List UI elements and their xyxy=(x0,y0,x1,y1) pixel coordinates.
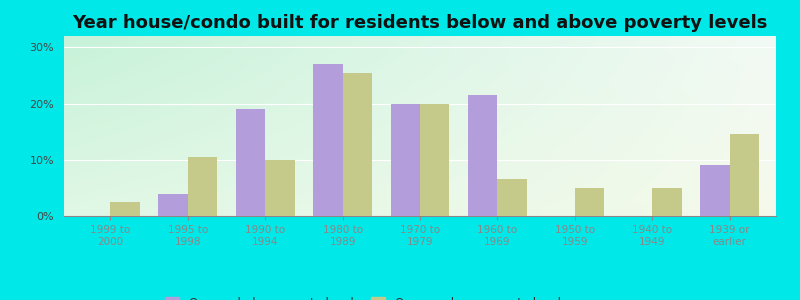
Bar xyxy=(468,95,498,216)
Bar xyxy=(390,103,420,216)
Bar xyxy=(266,160,294,216)
Bar xyxy=(498,179,527,216)
Bar xyxy=(730,134,759,216)
Bar xyxy=(236,109,266,216)
Bar xyxy=(158,194,188,216)
Bar xyxy=(342,73,372,216)
Bar xyxy=(420,103,450,216)
Bar xyxy=(188,157,218,216)
Bar xyxy=(700,165,730,216)
Legend: Owners below poverty level, Owners above poverty level: Owners below poverty level, Owners above… xyxy=(161,292,566,300)
Title: Year house/condo built for residents below and above poverty levels: Year house/condo built for residents bel… xyxy=(72,14,768,32)
Bar xyxy=(574,188,604,216)
Bar xyxy=(110,202,140,216)
Bar xyxy=(652,188,682,216)
Bar xyxy=(314,64,342,216)
